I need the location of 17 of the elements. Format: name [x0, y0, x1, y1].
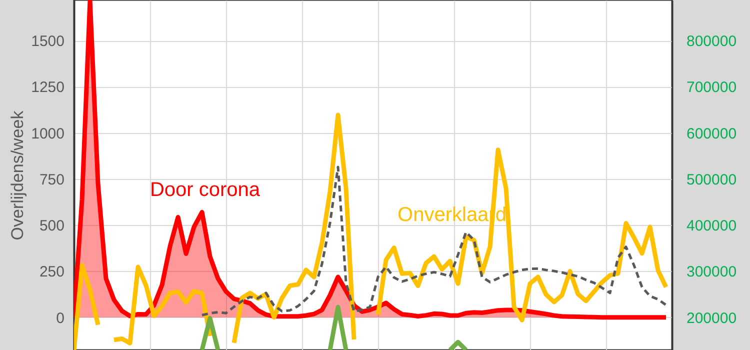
y-tick-label: 1250 — [31, 79, 64, 96]
y2-tick-label: 500000 — [686, 171, 737, 188]
y2-tick-label: 200000 — [686, 310, 737, 327]
y-tick-label: 500 — [39, 218, 64, 235]
y2-tick-label: 700000 — [686, 79, 737, 96]
y2-tick-label: 300000 — [686, 264, 737, 281]
y-tick-label: 1000 — [31, 125, 64, 142]
series-label: Door corona — [150, 179, 261, 201]
y-axis-title: Overlijdens/week — [8, 110, 28, 240]
y-tick-label: 0 — [56, 310, 64, 327]
line-series — [200, 166, 668, 316]
y-tick-label: 1500 — [31, 33, 64, 50]
y-tick-label: 250 — [39, 264, 64, 281]
y-tick-label: 750 — [39, 171, 64, 188]
y2-tick-label: 400000 — [686, 218, 737, 235]
y2-tick-label: 800000 — [686, 33, 737, 50]
y2-tick-label: 600000 — [686, 125, 737, 142]
